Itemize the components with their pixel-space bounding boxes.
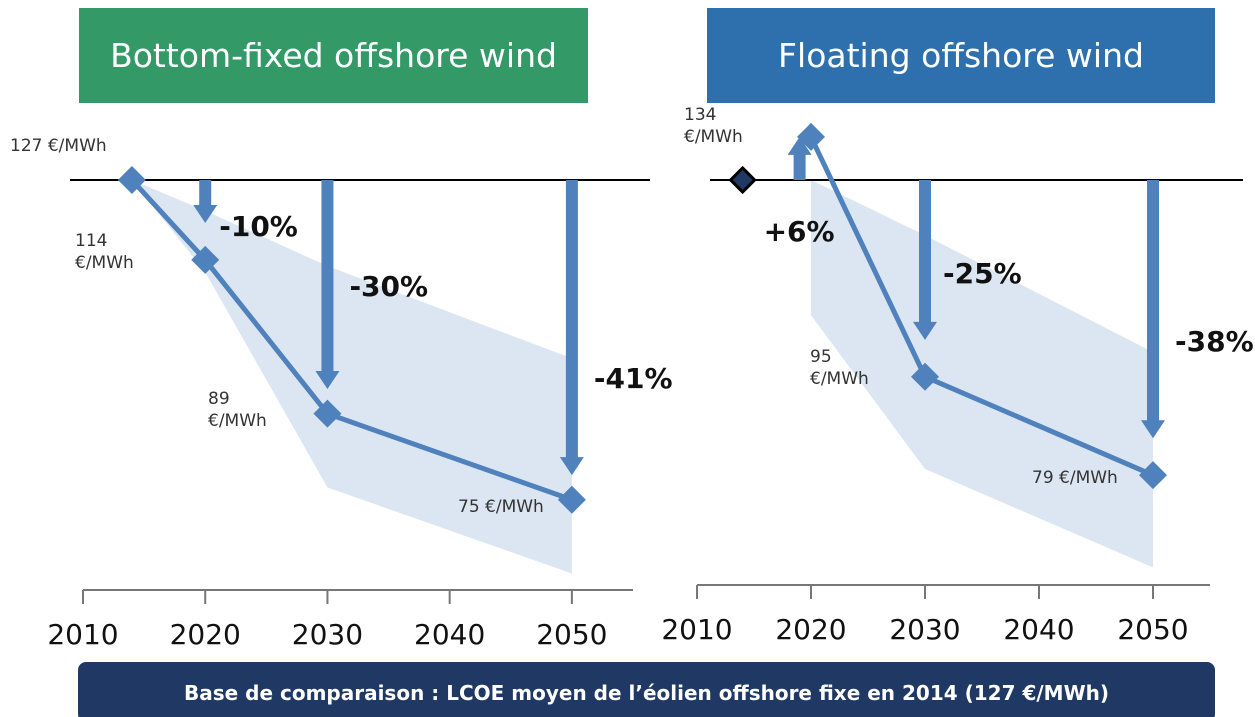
data-point	[797, 122, 825, 151]
range-band	[131, 179, 572, 574]
x-tick-label: 2030	[291, 618, 364, 651]
value-label: 127 €/MWh	[10, 136, 107, 156]
change-label: -10%	[219, 210, 298, 243]
chart-title: Bottom-fixed offshore wind	[79, 8, 588, 103]
change-label: +6%	[763, 215, 835, 248]
arrow	[787, 136, 812, 180]
change-label: -38%	[1175, 325, 1254, 358]
x-tick-label: 2020	[775, 613, 847, 646]
x-tick-label: 2040	[1003, 613, 1075, 646]
arrow	[559, 179, 584, 476]
change-label: -25%	[943, 257, 1022, 290]
arrow	[193, 179, 218, 223]
value-label: 79 €/MWh	[1032, 468, 1118, 488]
data-point	[1139, 461, 1167, 490]
data-point	[313, 399, 342, 428]
value-label: 75 €/MWh	[458, 497, 544, 517]
change-label: -41%	[593, 362, 673, 395]
data-point	[191, 245, 220, 274]
data-point	[557, 485, 586, 514]
x-tick-label: 2010	[661, 613, 733, 646]
footer: Base de comparaison : LCOE moyen de l’éo…	[78, 662, 1215, 717]
value-label: 95 €/MWh	[810, 347, 869, 389]
value-label: 89 €/MWh	[208, 389, 267, 431]
data-point	[117, 165, 146, 194]
chart-title: Floating offshore wind	[707, 8, 1215, 103]
x-tick-label: 2040	[414, 618, 486, 651]
x-tick-label: 2050	[1117, 613, 1189, 646]
arrow	[315, 179, 340, 390]
range-band	[811, 179, 1153, 568]
reference-point	[728, 165, 757, 195]
arrow	[1141, 179, 1165, 439]
x-tick-label: 2030	[889, 613, 961, 646]
series-line	[130, 178, 573, 503]
x-tick-label: 2020	[169, 618, 241, 651]
value-label: 114 €/MWh	[75, 231, 134, 273]
value-label: 134 €/MWh	[684, 105, 743, 147]
arrow	[913, 179, 937, 340]
change-label: -30%	[349, 270, 429, 303]
data-point	[911, 362, 939, 391]
x-tick-label: 2010	[47, 618, 119, 651]
x-tick-label: 2050	[536, 618, 608, 651]
